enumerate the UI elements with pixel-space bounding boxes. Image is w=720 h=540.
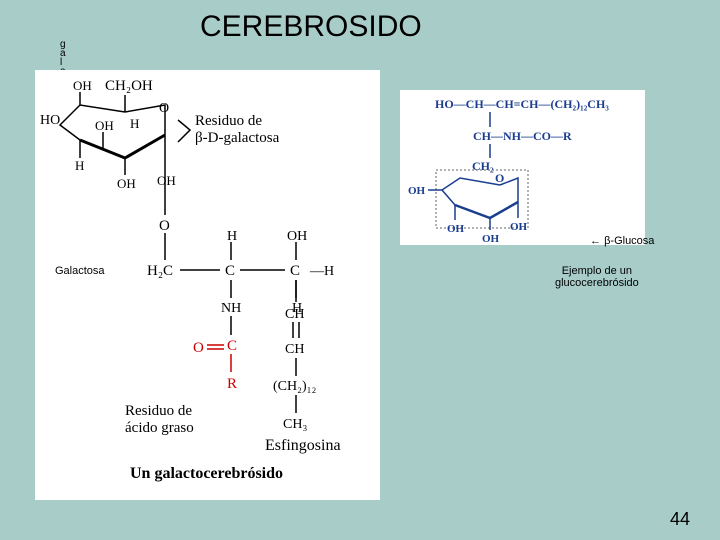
galactocerebroside-diagram: CH₂OH O HO OH H OH OH H OH Residuo de β-… xyxy=(35,70,380,500)
galactosa-label: Galactosa xyxy=(55,265,105,277)
ring-o2: O xyxy=(495,171,504,185)
h-top1: H xyxy=(227,229,237,244)
c1: C xyxy=(225,263,235,279)
oh-r4: OH xyxy=(408,185,426,197)
tail2: (CH₂)₁₂ xyxy=(273,379,317,394)
oh-r1: OH xyxy=(447,223,465,235)
top-chain: HO—CH—CH=CH—(CH₂)₁₂CH₃ xyxy=(435,97,609,111)
left-caption: Un galactocerebrósido xyxy=(130,465,283,482)
fatty-label2: ácido graso xyxy=(125,420,194,436)
oh-r3: OH xyxy=(510,221,528,233)
oh-anomeric: OH xyxy=(157,173,176,188)
r-group: R xyxy=(227,376,237,392)
oh-sub3: OH xyxy=(95,118,114,133)
chain-h: —H xyxy=(309,264,334,279)
oh-top: OH xyxy=(287,229,307,244)
ch2oh-label: CH₂OH xyxy=(105,78,153,94)
fatty-label1: Residuo de xyxy=(125,403,192,419)
residuo-label: Residuo de xyxy=(195,113,262,129)
glucosa-label: ← β-Glucosa xyxy=(590,235,654,247)
tail1: CH xyxy=(285,342,304,357)
esfingosina-label: Esfingosina xyxy=(265,437,341,454)
tail3: CH₃ xyxy=(283,417,307,432)
oh-sub1: OH xyxy=(73,78,92,93)
glucocerebroside-diagram: HO—CH—CH=CH—(CH₂)₁₂CH₃ CH—NH—CO—R CH₂ O … xyxy=(400,90,645,245)
residuo-sub: β-D-galactosa xyxy=(195,130,280,146)
left-chem-panel: CH₂OH O HO OH H OH OH H OH Residuo de β-… xyxy=(35,70,380,500)
nh: NH xyxy=(221,301,241,316)
ch2-link: CH₂ xyxy=(472,159,494,173)
second-line: CH—NH—CO—R xyxy=(473,129,572,143)
link-o: O xyxy=(159,218,170,234)
tail0: CH xyxy=(285,307,304,322)
oh-r2: OH xyxy=(482,233,500,245)
ho-sub: HO xyxy=(40,113,60,128)
c2: C xyxy=(290,263,300,279)
right-chem-panel: HO—CH—CH=CH—(CH₂)₁₂CH₃ CH—NH—CO—R CH₂ O … xyxy=(400,90,645,245)
ring-o: O xyxy=(159,101,169,116)
h-sub-ring: H xyxy=(130,116,139,131)
slide-title: CEREBROSIDO xyxy=(200,10,422,44)
h-sub1: H xyxy=(75,158,84,173)
o-double: O xyxy=(193,340,204,356)
h2c: H₂C xyxy=(147,263,173,279)
page-number: 44 xyxy=(670,509,690,530)
c-double: C xyxy=(227,338,237,354)
oh-sub2: OH xyxy=(117,176,136,191)
ejemplo-label: Ejemplo de un glucocerebrósido xyxy=(555,265,639,289)
